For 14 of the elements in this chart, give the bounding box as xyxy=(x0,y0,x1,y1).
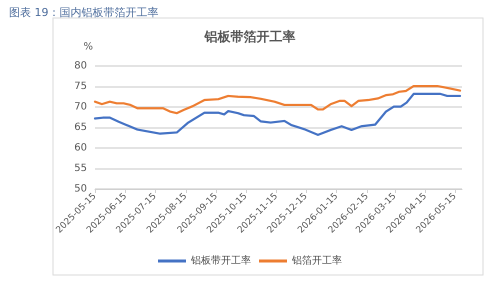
y-tick-label: 75 xyxy=(74,81,87,92)
y-tick-label: 50 xyxy=(74,184,87,194)
legend-label: 铝板带开工率 xyxy=(190,254,251,266)
legend-label: 铝箔开工率 xyxy=(291,254,342,266)
y-tick-label: 80 xyxy=(74,60,87,72)
line-series xyxy=(94,84,462,114)
chart-title: 图表 19：国内铝板带箔开工率 xyxy=(9,6,158,19)
line-series xyxy=(94,92,462,136)
y-tick-label: 60 xyxy=(74,142,87,154)
y-tick-label: 70 xyxy=(74,102,87,112)
chart-subtitle: 铝板带箔开工率 xyxy=(204,29,296,45)
y-axis-title: % xyxy=(83,42,93,52)
y-tick-label: 55 xyxy=(74,163,87,174)
y-tick-label: 65 xyxy=(74,122,87,133)
